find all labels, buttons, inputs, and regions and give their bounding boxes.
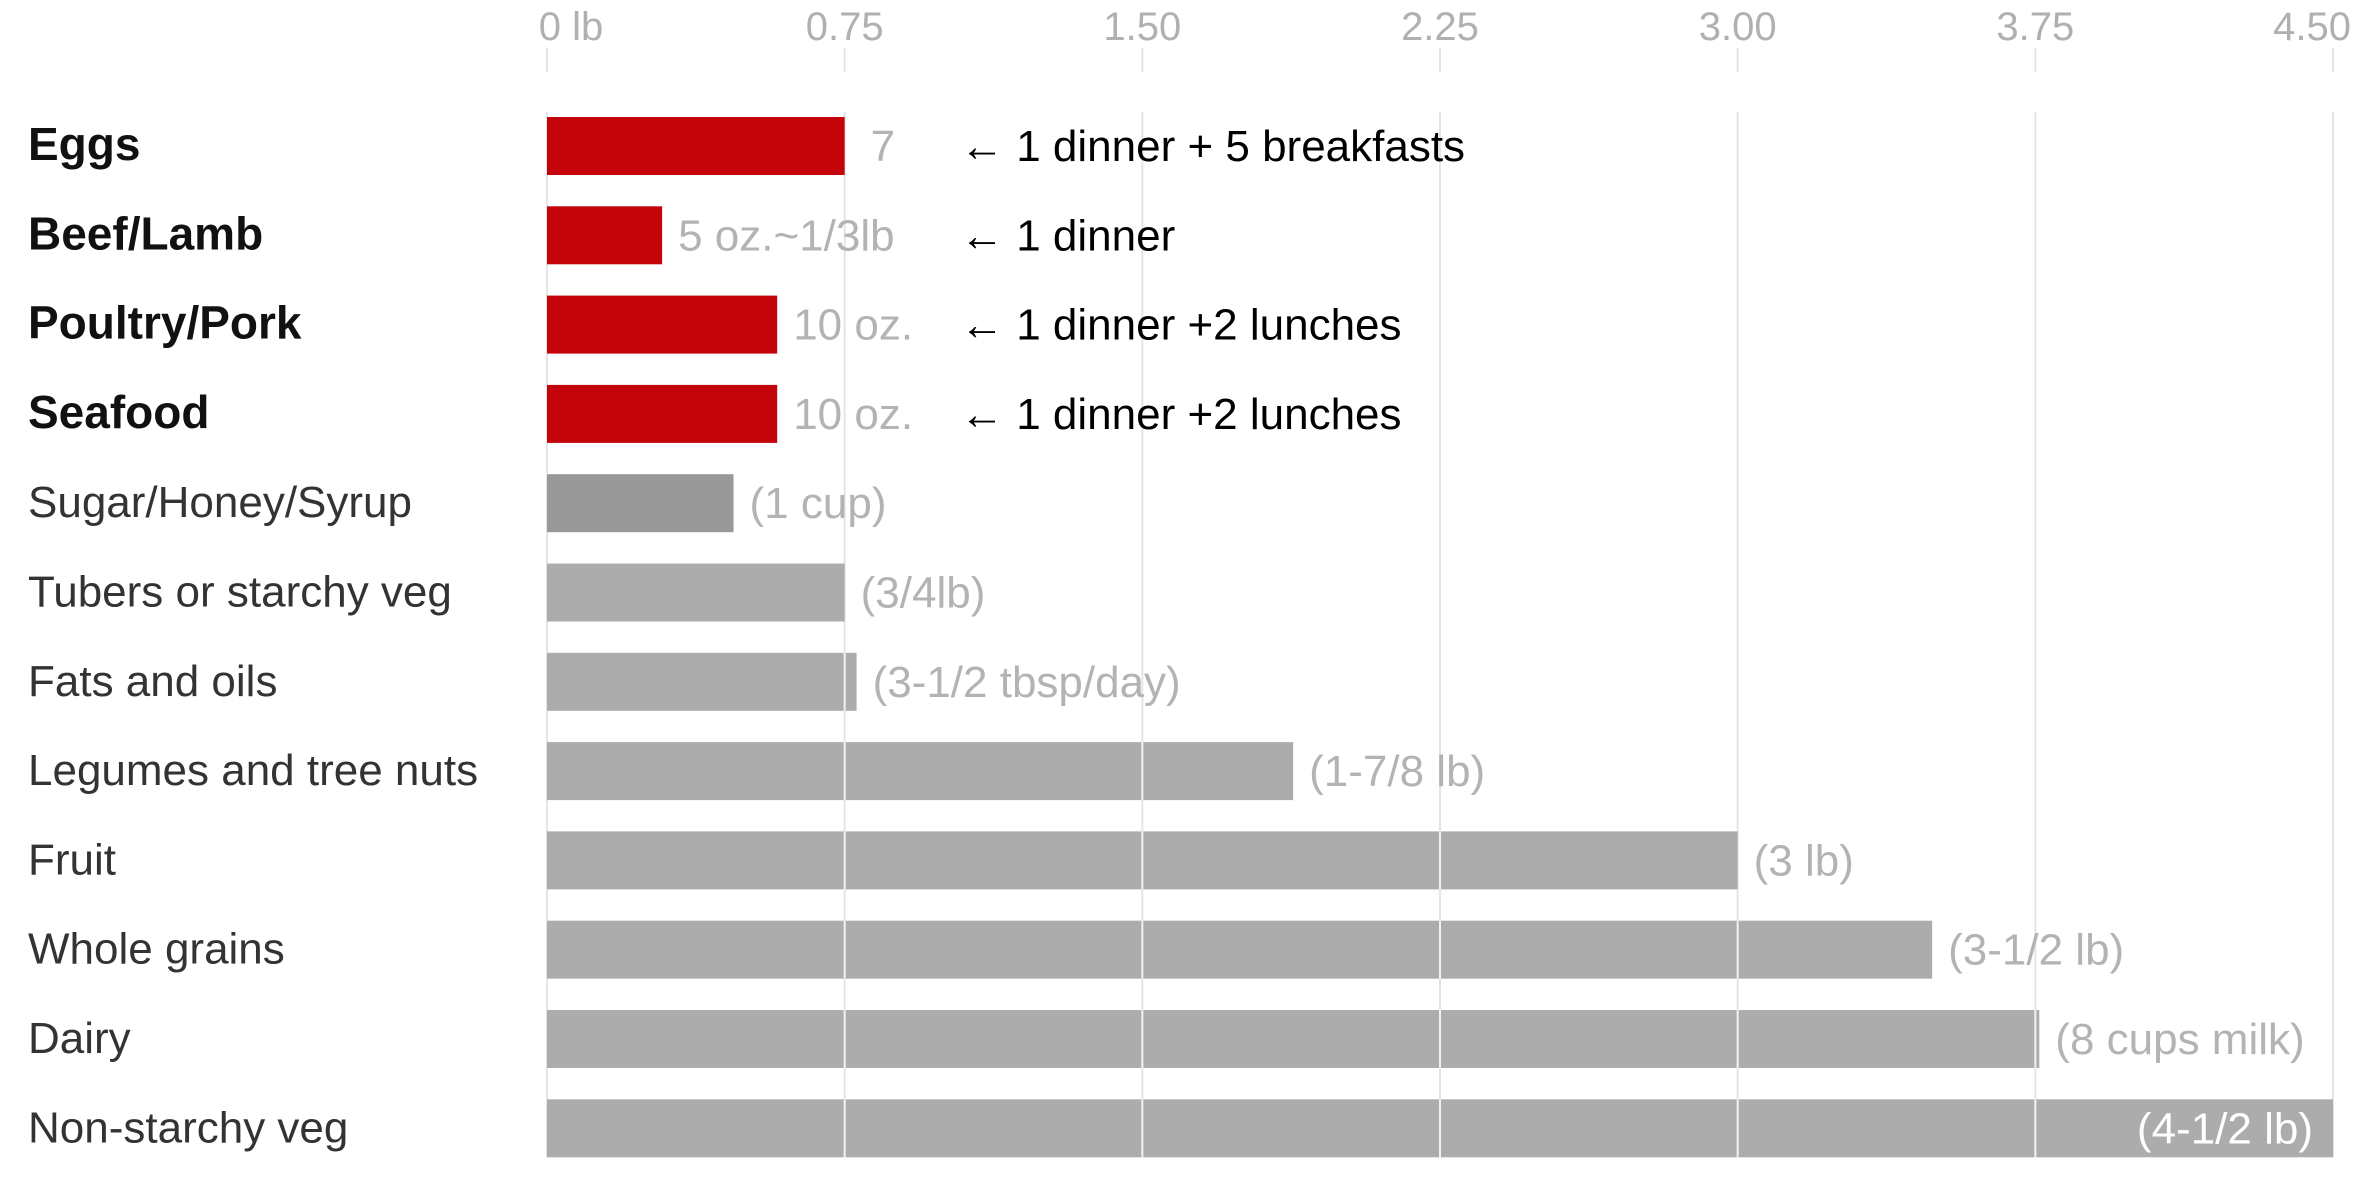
bar — [547, 295, 778, 354]
value-labels: 7 5 oz.~1/3lb 10 oz. 10 oz. (1 cup) (3/4lb) (3… — [678, 122, 2313, 1153]
annotation-text: ← 1 dinner +2 lunches — [960, 301, 1402, 350]
bar — [547, 1010, 2040, 1068]
bar — [547, 117, 845, 175]
value-label: (8 cups milk) — [2055, 1015, 2304, 1064]
category-label: Legumes and tree nuts — [28, 746, 478, 795]
category-label: Seafood — [28, 386, 209, 438]
category-labels: Eggs Beef/Lamb Poultry/Pork Seafood Sugar/Ho… — [28, 118, 478, 1152]
value-label: (3/4lb) — [861, 569, 986, 618]
bar — [547, 474, 734, 533]
bars — [547, 117, 2333, 1158]
bar — [547, 563, 845, 622]
bar — [547, 920, 1933, 979]
x-tick-label: 2.25 — [1401, 5, 1479, 49]
x-axis-ticks: 0 lb 0.75 1.50 2.25 3.00 3.75 4.50 — [539, 5, 2351, 49]
category-label: Poultry/Pork — [28, 297, 302, 349]
x-tick-label: 3.75 — [1996, 5, 2074, 49]
category-label: Whole grains — [28, 925, 285, 974]
value-label: 10 oz. — [793, 301, 913, 350]
value-label: 7 — [871, 122, 895, 171]
value-label: 10 oz. — [793, 390, 913, 439]
category-label: Tubers or starchy veg — [28, 568, 452, 617]
category-label: Non-starchy veg — [28, 1103, 348, 1152]
annotation-text: ← 1 dinner + 5 breakfasts — [960, 122, 1465, 171]
category-label: Eggs — [28, 118, 140, 170]
x-tick-label: 0 lb — [539, 5, 604, 49]
bar — [547, 384, 778, 443]
value-label: (3-1/2 lb) — [1948, 926, 2124, 975]
category-label: Fruit — [28, 835, 116, 884]
x-tick-label: 3.00 — [1699, 5, 1777, 49]
category-label: Dairy — [28, 1014, 131, 1063]
value-label: (3 lb) — [1754, 836, 1854, 885]
annotations: ← 1 dinner + 5 breakfasts ← 1 dinner ← 1 d… — [960, 122, 1465, 439]
value-label: (1-7/8 lb) — [1309, 747, 1485, 796]
x-tick-label: 0.75 — [806, 5, 884, 49]
x-tick-label: 4.50 — [2273, 5, 2351, 49]
category-label: Beef/Lamb — [28, 207, 263, 259]
value-label: 5 oz.~1/3lb — [678, 211, 895, 260]
gridlines — [546, 48, 2334, 1158]
bar — [547, 206, 663, 265]
bar — [547, 742, 1294, 801]
value-label: (1 cup) — [750, 479, 887, 528]
category-label: Fats and oils — [28, 657, 277, 706]
x-tick-label: 1.50 — [1103, 5, 1181, 49]
value-label: (3-1/2 tbsp/day) — [873, 658, 1181, 707]
category-label: Sugar/Honey/Syrup — [28, 478, 412, 527]
bar — [547, 652, 857, 711]
annotation-text: ← 1 dinner +2 lunches — [960, 390, 1402, 439]
value-label: (4-1/2 lb) — [2137, 1104, 2313, 1153]
annotation-text: ← 1 dinner — [960, 211, 1175, 260]
